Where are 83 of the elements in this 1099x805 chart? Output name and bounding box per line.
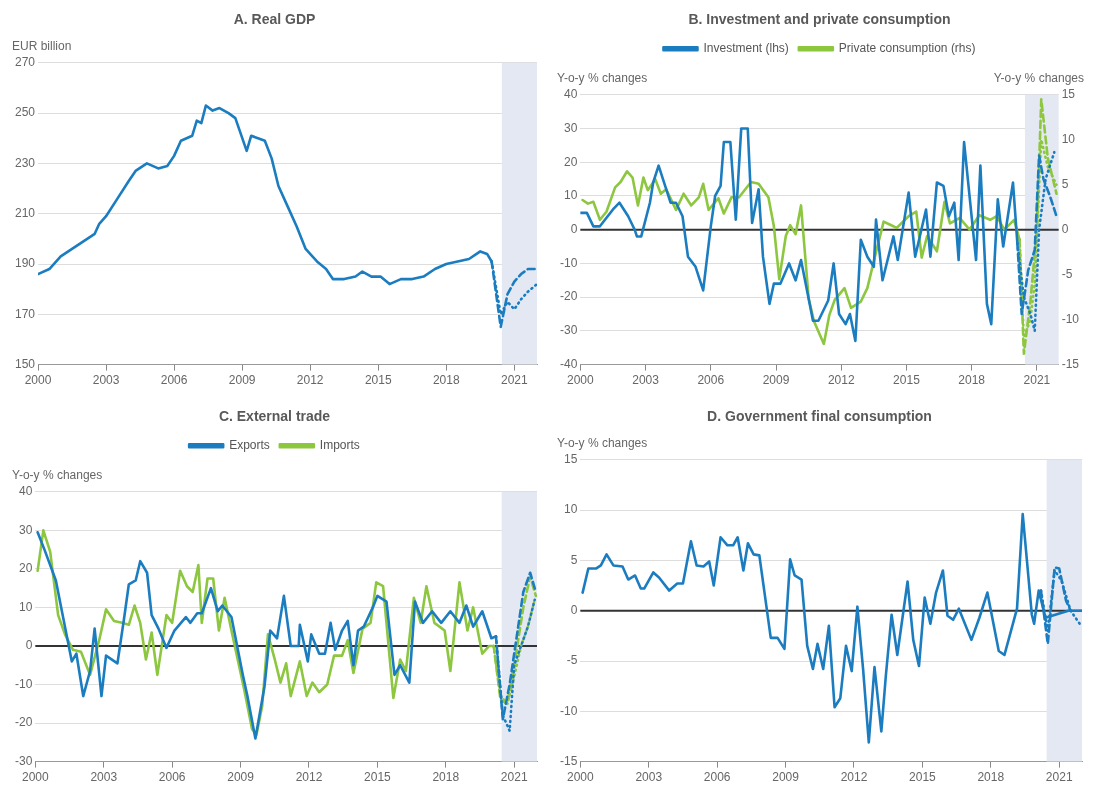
legend-label: Investment (lhs) xyxy=(703,41,789,56)
y-tick-label: 230 xyxy=(14,155,36,170)
y-tick-label: 170 xyxy=(14,306,36,321)
y-tick-label: -10 xyxy=(560,703,578,718)
x-tick-label: 2018 xyxy=(977,770,1005,785)
chart-title: C. External trade xyxy=(218,408,331,425)
y-tick-label: 0 xyxy=(25,638,33,653)
y2-tick-label: 0 xyxy=(1061,222,1069,237)
y-tick-label: -20 xyxy=(15,715,33,730)
y-axis-title: Y-o-y % changes xyxy=(557,71,648,86)
legend-label: Private consumption (rhs) xyxy=(838,41,976,56)
y-tick-label: 5 xyxy=(570,552,578,567)
y2-tick-label: -5 xyxy=(1061,266,1073,281)
chart-title: A. Real GDP xyxy=(233,11,316,28)
x-tick-label: 2006 xyxy=(697,373,725,388)
y-tick-label: 40 xyxy=(563,87,578,102)
y-tick-label: -40 xyxy=(560,356,578,371)
y-tick-label: 30 xyxy=(18,522,33,537)
y2-axis-title: Y-o-y % changes xyxy=(993,71,1084,86)
x-tick-label: 2012 xyxy=(296,373,324,388)
y2-tick-label: 15 xyxy=(1061,87,1076,102)
y-axis-title: Y-o-y % changes xyxy=(12,468,103,483)
legend-label: Imports xyxy=(319,438,360,453)
y2-tick-label: 10 xyxy=(1061,132,1076,147)
y-tick-label: 10 xyxy=(18,599,33,614)
y-tick-label: 20 xyxy=(563,154,578,169)
y-tick-label: -15 xyxy=(560,753,578,768)
x-tick-label: 2006 xyxy=(703,770,731,785)
x-tick-label: 2021 xyxy=(500,373,528,388)
x-tick-label: 2015 xyxy=(909,770,937,785)
legend-label: Exports xyxy=(229,438,270,453)
x-tick-label: 2012 xyxy=(827,373,855,388)
y-tick-label: 15 xyxy=(563,452,578,467)
y2-tick-label: -10 xyxy=(1061,311,1080,326)
y-tick-label: 250 xyxy=(14,105,36,120)
x-tick-label: 2003 xyxy=(632,373,660,388)
y-tick-label: 0 xyxy=(570,603,578,618)
y-tick-label: -20 xyxy=(560,289,578,304)
x-tick-label: 2012 xyxy=(840,770,868,785)
y-tick-label: 190 xyxy=(14,256,36,271)
x-tick-label: 2018 xyxy=(958,373,986,388)
x-tick-label: 2015 xyxy=(364,373,392,388)
y-axis-title: EUR billion xyxy=(12,39,72,54)
x-tick-label: 2000 xyxy=(24,373,52,388)
y-tick-label: 30 xyxy=(563,120,578,135)
y-tick-label: -10 xyxy=(560,255,578,270)
chart-title: D. Government final consumption xyxy=(707,408,932,425)
y-tick-label: 270 xyxy=(14,55,36,70)
y-tick-label: 10 xyxy=(563,502,578,517)
x-tick-label: 2015 xyxy=(364,770,392,785)
y-tick-label: -30 xyxy=(560,323,578,338)
y-tick-label: 150 xyxy=(14,356,36,371)
x-tick-label: 2018 xyxy=(432,373,460,388)
y-tick-label: -10 xyxy=(15,676,33,691)
x-tick-label: 2009 xyxy=(762,373,790,388)
y2-tick-label: -15 xyxy=(1061,356,1080,371)
x-tick-label: 2009 xyxy=(228,373,256,388)
x-tick-label: 2000 xyxy=(566,770,595,785)
y-tick-label: 20 xyxy=(18,561,33,576)
y-axis-title: Y-o-y % changes xyxy=(557,436,648,451)
x-tick-label: 2012 xyxy=(295,770,323,785)
x-tick-label: 2003 xyxy=(635,770,663,785)
y-tick-label: 10 xyxy=(563,188,578,203)
x-tick-label: 2009 xyxy=(227,770,255,785)
y-tick-label: -5 xyxy=(566,653,578,668)
x-tick-label: 2006 xyxy=(158,770,186,785)
x-tick-label: 2015 xyxy=(893,373,921,388)
x-tick-label: 2003 xyxy=(92,373,120,388)
x-tick-label: 2003 xyxy=(90,770,118,785)
x-tick-label: 2021 xyxy=(1023,373,1051,388)
x-tick-label: 2021 xyxy=(500,770,528,785)
y-tick-label: -30 xyxy=(15,753,33,768)
x-tick-label: 2000 xyxy=(21,770,50,785)
x-tick-label: 2021 xyxy=(1045,770,1073,785)
y-tick-label: 40 xyxy=(18,484,33,499)
x-tick-label: 2009 xyxy=(772,770,800,785)
y-tick-label: 210 xyxy=(14,206,36,221)
x-tick-label: 2018 xyxy=(432,770,460,785)
x-tick-label: 2000 xyxy=(566,373,595,388)
y-tick-label: 0 xyxy=(570,222,578,237)
x-tick-label: 2006 xyxy=(160,373,188,388)
chart-title: B. Investment and private consumption xyxy=(688,11,951,28)
y2-tick-label: 5 xyxy=(1061,177,1069,192)
